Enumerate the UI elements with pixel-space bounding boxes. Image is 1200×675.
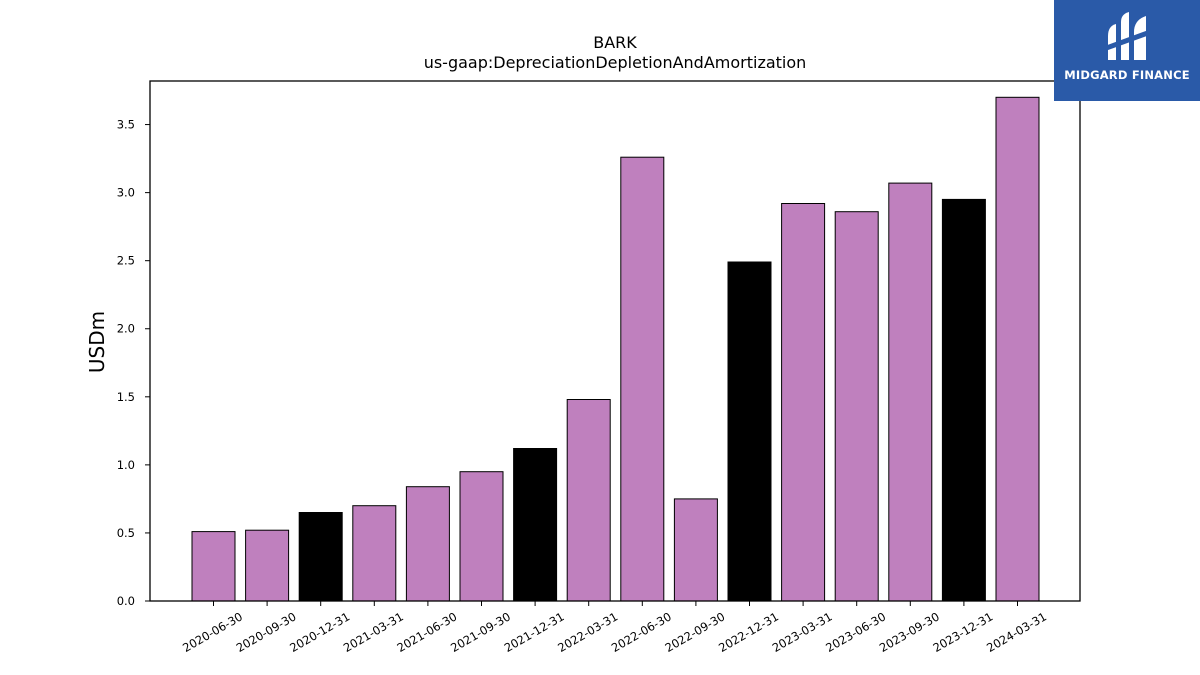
bar-2023-03-31: [781, 203, 826, 602]
bar-2022-09-30: [673, 498, 718, 602]
x-tick-label: 2020-12-31: [287, 609, 352, 655]
x-tick-label: 2023-03-31: [770, 609, 835, 655]
x-tick-label: 2020-06-30: [180, 609, 245, 655]
bar-2023-12-31: [941, 198, 986, 602]
x-tick-label: 2023-12-31: [931, 609, 996, 655]
plot-frame: [149, 80, 1081, 602]
y-tick-label: 0.5: [117, 526, 135, 540]
bar-2020-06-30: [191, 531, 236, 602]
y-tick-label: 2.0: [117, 322, 135, 336]
y-tick-label: 3.5: [117, 118, 135, 132]
x-axis: 2020-06-302020-09-302020-12-312021-03-31…: [180, 601, 1049, 655]
x-tick-label: 2021-03-31: [341, 609, 406, 655]
bar-2021-06-30: [405, 486, 450, 602]
bar-2022-03-31: [566, 399, 611, 602]
y-tick-label: 1.0: [117, 458, 135, 472]
y-axis: 0.0 0.5 1.0 1.5 2.0 2.5 3.0 3.5: [117, 118, 150, 608]
y-axis-label: USDm: [85, 311, 109, 373]
midgard-finance-logo: MIDGARD FINANCE: [1054, 0, 1200, 101]
chart-title: BARK: [593, 33, 637, 52]
logo-text: MIDGARD FINANCE: [1064, 68, 1190, 82]
bar-2021-09-30: [459, 471, 504, 602]
logo-mark-icon: [1104, 12, 1150, 60]
bar-2024-03-31: [995, 96, 1040, 602]
y-tick-label: 3.0: [117, 186, 135, 200]
x-tick-label: 2022-03-31: [555, 609, 620, 655]
bar-2022-06-30: [620, 156, 665, 602]
y-tick-label: 2.5: [117, 254, 135, 268]
bar-2021-03-31: [352, 505, 397, 602]
bar-2022-12-31: [727, 261, 772, 602]
bar-2020-12-31: [298, 512, 343, 602]
x-tick-label: 2023-09-30: [877, 609, 942, 655]
x-tick-label: 2022-09-30: [663, 609, 728, 655]
y-tick-label: 0.0: [117, 594, 135, 608]
bar-2021-12-31: [513, 448, 558, 602]
x-tick-label: 2020-09-30: [234, 609, 299, 655]
y-tick-label: 1.5: [117, 390, 135, 404]
x-tick-label: 2023-06-30: [823, 609, 888, 655]
bar-2020-09-30: [245, 529, 290, 602]
x-tick-label: 2022-06-30: [609, 609, 674, 655]
x-tick-label: 2021-12-31: [502, 609, 567, 655]
x-tick-label: 2021-09-30: [448, 609, 513, 655]
x-tick-label: 2021-06-30: [395, 609, 460, 655]
x-tick-label: 2024-03-31: [984, 609, 1049, 655]
bars-group: [191, 96, 1040, 602]
x-tick-label: 2022-12-31: [716, 609, 781, 655]
bar-2023-06-30: [834, 211, 879, 602]
chart-subtitle: us-gaap:DepreciationDepletionAndAmortiza…: [424, 53, 807, 72]
bar-2023-09-30: [888, 182, 933, 602]
